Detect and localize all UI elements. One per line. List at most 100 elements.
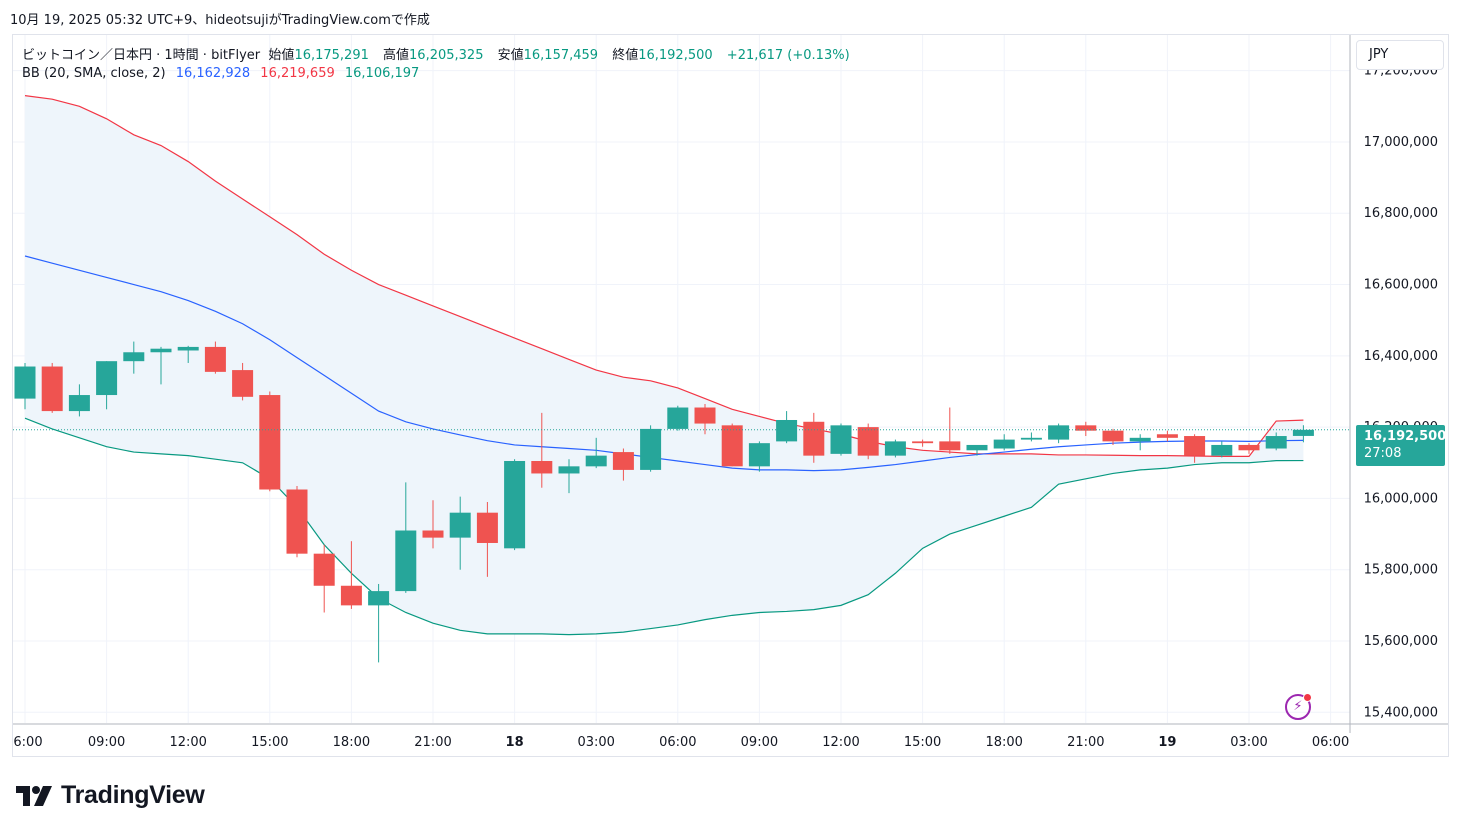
candle-body [259,395,281,490]
candle-body [694,407,716,424]
candle[interactable] [531,412,553,488]
last-price-value: 16,192,500 [1364,429,1447,444]
candle[interactable] [966,444,988,456]
candle[interactable] [830,423,852,456]
candle[interactable] [1102,428,1124,445]
candle[interactable] [14,362,36,410]
candle-body [857,427,879,456]
candle[interactable] [1020,432,1042,442]
candle[interactable] [68,384,90,417]
x-tick-label: 06:00 [659,735,696,750]
candle-body [68,395,90,412]
candle[interactable] [1075,421,1097,437]
candle-body [803,421,825,456]
candle[interactable] [368,583,390,663]
candle[interactable] [286,485,308,558]
candles [14,341,1314,663]
candle-body [667,407,689,429]
candle[interactable] [884,439,906,458]
candle-body [286,489,308,554]
y-tick-label: 17,000,000 [1364,135,1438,150]
candle[interactable] [585,437,607,469]
candle[interactable] [803,412,825,463]
x-tick-label: 09:00 [741,735,778,750]
candle[interactable] [776,411,798,444]
candle[interactable] [1129,434,1151,451]
candle[interactable] [1048,423,1070,444]
y-tick-label: 16,000,000 [1364,491,1438,506]
candle[interactable] [313,544,335,613]
candle-body [884,441,906,456]
candle[interactable] [1184,434,1206,463]
candle-body [422,530,444,538]
lightning-icon[interactable]: ⚡ [1285,693,1312,720]
bb-legend[interactable]: BB (20, SMA, close, 2) 16,162,928 16,219… [22,66,419,81]
candle[interactable] [1265,432,1287,451]
bb-fill [25,95,1304,635]
candle-body [340,585,362,606]
symbol-title[interactable]: ビットコイン／日本円 · 1時間 · bitFlyer [22,48,261,63]
candle[interactable] [640,425,662,472]
ohlc-legend[interactable]: ビットコイン／日本円 · 1時間 · bitFlyer 始値16,175,291… [22,44,860,63]
x-tick-label: 21:00 [414,735,451,750]
candle[interactable] [123,341,145,374]
candle[interactable] [748,441,770,472]
y-tick-label: 15,400,000 [1364,705,1438,720]
candle[interactable] [1292,425,1314,443]
candle[interactable] [1211,441,1233,458]
x-tick-label: 12:00 [822,735,859,750]
high-label: 高値 [383,48,410,63]
candle-body [939,441,961,451]
currency-button[interactable]: JPY [1356,40,1444,70]
candle-body [1020,437,1042,440]
candle-body [612,452,634,470]
candle-body [830,425,852,454]
candle[interactable] [939,407,961,454]
x-tick-label: 6:00 [13,735,42,750]
x-tick-label: 21:00 [1067,735,1104,750]
low-label: 安値 [497,48,524,63]
candle[interactable] [395,482,417,593]
candle[interactable] [694,403,716,435]
candle[interactable] [721,423,743,467]
candle[interactable] [96,361,118,410]
candle[interactable] [422,500,444,549]
candle[interactable] [993,434,1015,451]
candle-body [123,352,145,362]
candle[interactable] [667,405,689,431]
candle-body [204,346,226,372]
candle-body [1265,436,1287,449]
candle[interactable] [558,459,580,494]
candle-body [993,439,1015,449]
candle-body [721,425,743,467]
candle-body [504,460,526,549]
candle[interactable] [232,362,254,401]
candle[interactable] [340,541,362,609]
candle[interactable] [41,362,63,413]
candle-body [476,512,498,543]
candle-body [558,466,580,474]
y-tick-label: 15,800,000 [1364,563,1438,578]
candle-body [966,444,988,451]
candle[interactable] [259,391,281,492]
candle[interactable] [857,423,879,460]
candle[interactable] [612,448,634,481]
candle[interactable] [204,341,226,374]
bb-name[interactable]: BB (20, SMA, close, 2) [22,66,166,81]
candle[interactable] [1156,430,1178,442]
candle-body [1156,434,1178,438]
y-tick-label: 16,400,000 [1364,349,1438,364]
candle[interactable] [1238,443,1260,454]
candle[interactable] [449,496,471,570]
candle[interactable] [476,501,498,577]
low-value: 16,157,459 [523,48,599,63]
tradingview-brand[interactable]: TradingView [16,781,205,810]
candle[interactable] [912,439,934,447]
candle[interactable] [504,459,526,551]
x-tick-label: 18:00 [985,735,1022,750]
candle-body [912,441,934,444]
close-value: 16,192,500 [638,48,713,63]
candle[interactable] [150,346,172,385]
candle[interactable] [177,345,199,363]
